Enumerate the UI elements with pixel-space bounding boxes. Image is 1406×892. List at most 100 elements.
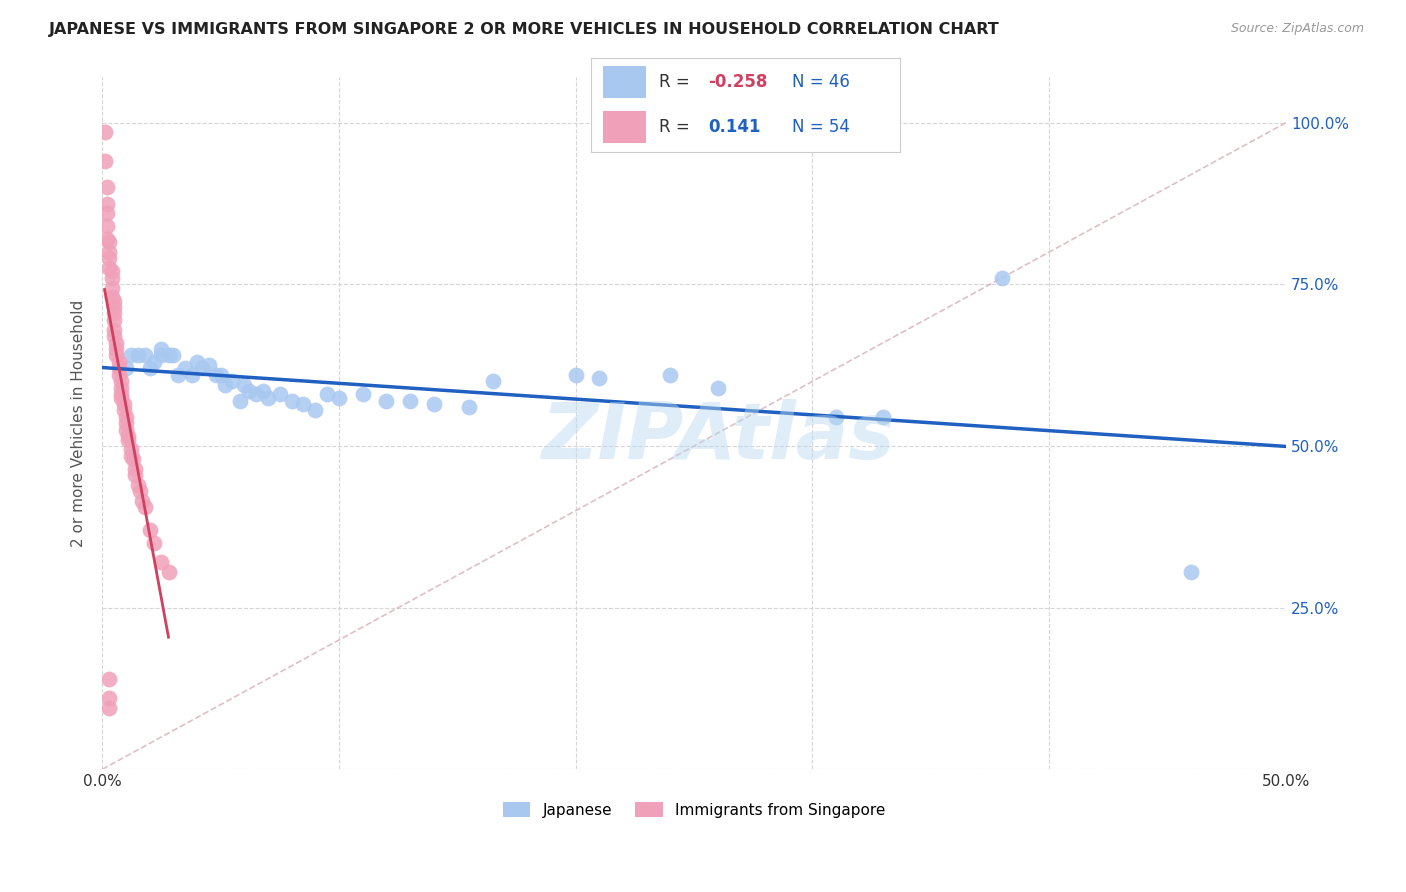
Point xyxy=(129,484,152,499)
Point xyxy=(117,433,139,447)
Point xyxy=(872,409,894,424)
Text: JAPANESE VS IMMIGRANTS FROM SINGAPORE 2 OR MORE VEHICLES IN HOUSEHOLD CORRELATIO: JAPANESE VS IMMIGRANTS FROM SINGAPORE 2 … xyxy=(49,22,1000,37)
Point xyxy=(100,280,122,294)
Point xyxy=(127,477,149,491)
Point xyxy=(375,393,398,408)
Point xyxy=(115,409,138,424)
Point xyxy=(257,391,280,405)
Point xyxy=(1180,565,1202,579)
Point xyxy=(588,371,610,385)
Point xyxy=(107,361,129,376)
Text: R =: R = xyxy=(658,119,700,136)
Point xyxy=(103,306,125,320)
Point xyxy=(105,342,128,356)
Legend: Japanese, Immigrants from Singapore: Japanese, Immigrants from Singapore xyxy=(496,796,891,824)
Point xyxy=(269,387,291,401)
Point xyxy=(138,361,160,376)
Point xyxy=(245,387,267,401)
Point xyxy=(105,335,128,350)
Point xyxy=(127,349,149,363)
Point xyxy=(103,300,125,314)
Point xyxy=(103,293,125,308)
Text: Source: ZipAtlas.com: Source: ZipAtlas.com xyxy=(1230,22,1364,36)
Point xyxy=(110,375,132,389)
Point xyxy=(157,349,180,363)
Text: ZIPAtlas: ZIPAtlas xyxy=(541,400,894,475)
Point xyxy=(100,264,122,278)
Point xyxy=(214,377,236,392)
Point xyxy=(706,381,728,395)
Point xyxy=(112,403,135,417)
Point xyxy=(205,368,228,382)
Point xyxy=(209,368,232,382)
Point xyxy=(120,442,142,457)
Point xyxy=(96,232,118,246)
Point xyxy=(98,672,121,686)
Point xyxy=(98,252,121,266)
Point xyxy=(482,375,505,389)
Point xyxy=(96,180,118,194)
Point xyxy=(352,387,374,401)
Point xyxy=(304,403,326,417)
Point xyxy=(124,461,146,475)
Text: N = 46: N = 46 xyxy=(792,73,849,91)
Point xyxy=(186,355,208,369)
Point xyxy=(98,235,121,250)
Point xyxy=(991,271,1014,285)
Point xyxy=(107,368,129,382)
Point xyxy=(150,349,173,363)
FancyBboxPatch shape xyxy=(603,112,647,144)
Point xyxy=(131,494,153,508)
Point xyxy=(103,329,125,343)
Point xyxy=(110,391,132,405)
Point xyxy=(98,691,121,706)
Point xyxy=(150,342,173,356)
Point xyxy=(825,409,848,424)
Point xyxy=(197,358,219,372)
Point xyxy=(120,349,142,363)
Point xyxy=(115,361,138,376)
Point xyxy=(120,449,142,463)
Text: 0.141: 0.141 xyxy=(709,119,761,136)
Point xyxy=(93,125,115,139)
Point xyxy=(221,375,243,389)
Point xyxy=(134,349,156,363)
Point xyxy=(659,368,682,382)
Point xyxy=(143,355,166,369)
FancyBboxPatch shape xyxy=(603,66,647,98)
Point xyxy=(190,361,212,376)
Text: N = 54: N = 54 xyxy=(792,119,849,136)
Point xyxy=(98,261,121,276)
Point xyxy=(110,381,132,395)
Point xyxy=(110,387,132,401)
Point xyxy=(228,393,250,408)
Point xyxy=(422,397,444,411)
Point xyxy=(124,468,146,483)
Point xyxy=(122,452,145,467)
Point xyxy=(162,349,184,363)
Point xyxy=(112,397,135,411)
Point xyxy=(115,417,138,431)
Point xyxy=(233,377,256,392)
Point xyxy=(115,423,138,437)
Point xyxy=(316,387,339,401)
Text: R =: R = xyxy=(658,73,695,91)
Text: -0.258: -0.258 xyxy=(709,73,768,91)
Point xyxy=(238,384,260,398)
Point xyxy=(252,384,274,398)
Point xyxy=(98,701,121,715)
Point xyxy=(93,154,115,169)
Point xyxy=(98,245,121,260)
Point xyxy=(96,219,118,234)
Point xyxy=(564,368,586,382)
Y-axis label: 2 or more Vehicles in Household: 2 or more Vehicles in Household xyxy=(72,300,86,547)
Point xyxy=(328,391,350,405)
Point xyxy=(100,290,122,304)
Point xyxy=(292,397,315,411)
Point xyxy=(174,361,197,376)
Point xyxy=(143,536,166,550)
Point xyxy=(103,313,125,327)
Point xyxy=(167,368,190,382)
Point xyxy=(150,555,173,569)
Point xyxy=(107,355,129,369)
